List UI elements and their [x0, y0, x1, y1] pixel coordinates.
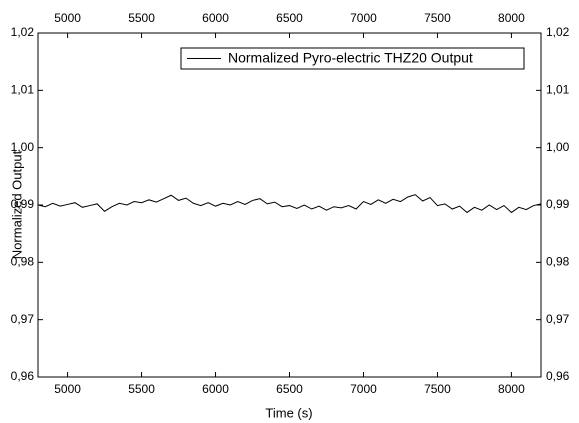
- x-tick-label-top: 6000: [202, 11, 229, 25]
- x-axis-label: Time (s): [265, 405, 312, 420]
- y-tick-label: 0,99: [11, 197, 35, 211]
- y-tick-label: 0,98: [11, 255, 35, 269]
- y-tick-label-right: 1,00: [546, 140, 570, 154]
- legend-label: Normalized Pyro-electric THZ20 Output: [228, 50, 473, 66]
- x-tick-label-top: 7000: [350, 11, 377, 25]
- x-tick-label-top: 6500: [276, 11, 303, 25]
- x-tick-label: 6500: [276, 382, 303, 396]
- x-tick-label: 7000: [350, 382, 377, 396]
- y-tick-label: 0,97: [11, 312, 35, 326]
- x-tick-label-top: 5000: [54, 11, 81, 25]
- data-line: [37, 194, 542, 214]
- x-tick-label-top: 7500: [424, 11, 451, 25]
- x-tick-label-top: 8000: [498, 11, 525, 25]
- y-tick-label-right: 0,97: [546, 312, 570, 326]
- y-tick-label: 1,00: [11, 140, 35, 154]
- y-tick-label-right: 0,99: [546, 197, 570, 211]
- x-tick-label: 8000: [498, 382, 525, 396]
- y-tick-label-right: 0,98: [546, 255, 570, 269]
- x-tick-label: 6000: [202, 382, 229, 396]
- y-tick-label: 1,01: [11, 83, 35, 97]
- y-tick-label: 0,96: [11, 369, 35, 383]
- y-tick-label-right: 0,96: [546, 369, 570, 383]
- x-tick-label: 7500: [424, 382, 451, 396]
- y-axis-label: Normalized Output: [9, 150, 24, 259]
- x-tick-label: 5000: [54, 382, 81, 396]
- y-tick-label-right: 1,02: [546, 25, 570, 39]
- legend-box: [180, 47, 525, 70]
- plot-frame: [37, 32, 542, 378]
- x-tick-label: 5500: [128, 382, 155, 396]
- x-tick-label-top: 5500: [128, 11, 155, 25]
- y-tick-label: 1,02: [11, 25, 35, 39]
- y-tick-label-right: 1,01: [546, 83, 570, 97]
